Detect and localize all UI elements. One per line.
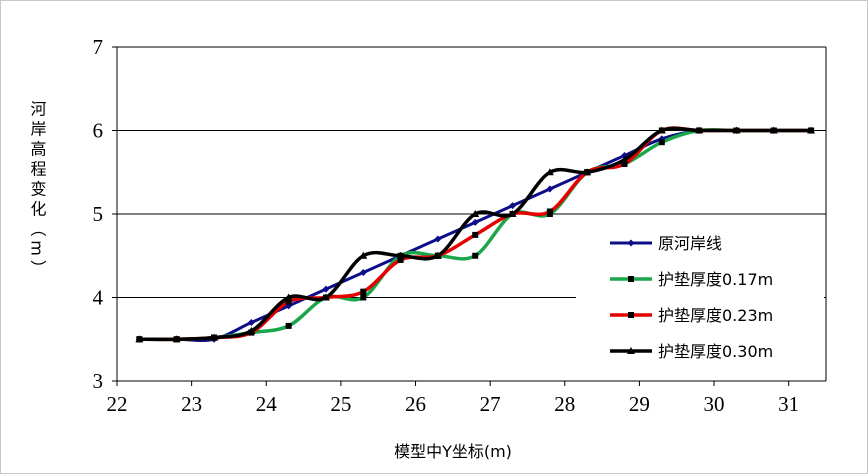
data-point: [471, 210, 480, 217]
data-point: [359, 268, 367, 276]
y-tick-label: 3: [93, 369, 104, 393]
data-point: [621, 160, 628, 167]
y-axis-title: 河岸高程变化（m）: [28, 100, 47, 280]
legend-item-4: 护垫厚度0.30m: [610, 342, 773, 361]
data-point: [247, 326, 256, 334]
x-tick-label: 25: [330, 392, 351, 416]
legend-marker: [628, 312, 634, 318]
data-point: [620, 155, 629, 163]
data-point: [508, 210, 517, 217]
data-point: [769, 126, 778, 134]
data-point: [546, 185, 554, 193]
data-point: [695, 126, 704, 134]
data-point: [433, 251, 442, 259]
data-point: [509, 202, 517, 210]
y-tick-label: 7: [93, 35, 104, 59]
legend-label: 护垫厚度0.17m: [658, 270, 773, 289]
data-point: [658, 139, 665, 146]
data-point: [210, 333, 219, 341]
y-tick-label: 5: [93, 202, 104, 226]
legend-item-2: 护垫厚度0.17m: [610, 270, 773, 289]
x-tick-label: 28: [554, 392, 575, 416]
series-layer: [135, 126, 816, 343]
data-point: [807, 126, 816, 134]
data-point: [285, 298, 292, 305]
data-point: [360, 294, 367, 301]
data-point: [472, 231, 479, 238]
data-point: [135, 335, 144, 343]
legend-marker: [627, 239, 635, 247]
legend-item-3: 护垫厚度0.23m: [610, 306, 773, 325]
data-point: [434, 235, 442, 243]
data-point: [472, 252, 479, 259]
x-tick-label: 22: [107, 392, 128, 416]
y-tick-label: 6: [93, 119, 104, 143]
x-tick-label: 23: [181, 392, 202, 416]
data-point: [545, 168, 554, 176]
x-tick-label: 29: [629, 392, 650, 416]
x-tick-label: 26: [405, 392, 426, 416]
data-point: [396, 251, 405, 259]
x-axis-title: 模型中Y坐标(m): [394, 442, 512, 461]
data-point: [321, 293, 330, 301]
data-point: [322, 285, 330, 293]
x-tick-label: 31: [778, 392, 799, 416]
data-point: [732, 126, 741, 134]
legend-item-1: 原河岸线: [610, 234, 722, 253]
x-tick-label: 30: [704, 392, 725, 416]
legend-label: 原河岸线: [658, 234, 722, 253]
data-point: [657, 126, 666, 134]
data-point: [397, 256, 404, 263]
data-point: [172, 335, 181, 343]
data-point: [360, 288, 367, 295]
x-tick-label: 27: [480, 392, 501, 416]
legend-marker: [627, 347, 635, 354]
y-tick-label: 4: [93, 286, 104, 310]
data-point: [583, 168, 592, 176]
data-point: [285, 322, 292, 329]
x-tick-label: 24: [256, 392, 278, 416]
legend-label: 护垫厚度0.30m: [658, 342, 773, 361]
series-4: [135, 126, 816, 343]
legend-label: 护垫厚度0.23m: [658, 306, 773, 325]
data-point: [247, 319, 255, 327]
data-point: [546, 208, 553, 215]
data-point: [284, 293, 293, 301]
legend-marker: [628, 276, 634, 282]
axes: [112, 46, 827, 386]
tick-labels: 3 4 5 6 7 22 23 24 25 26 27 28 29 30 31: [93, 35, 800, 416]
data-point: [359, 251, 368, 259]
data-point: [471, 218, 479, 226]
